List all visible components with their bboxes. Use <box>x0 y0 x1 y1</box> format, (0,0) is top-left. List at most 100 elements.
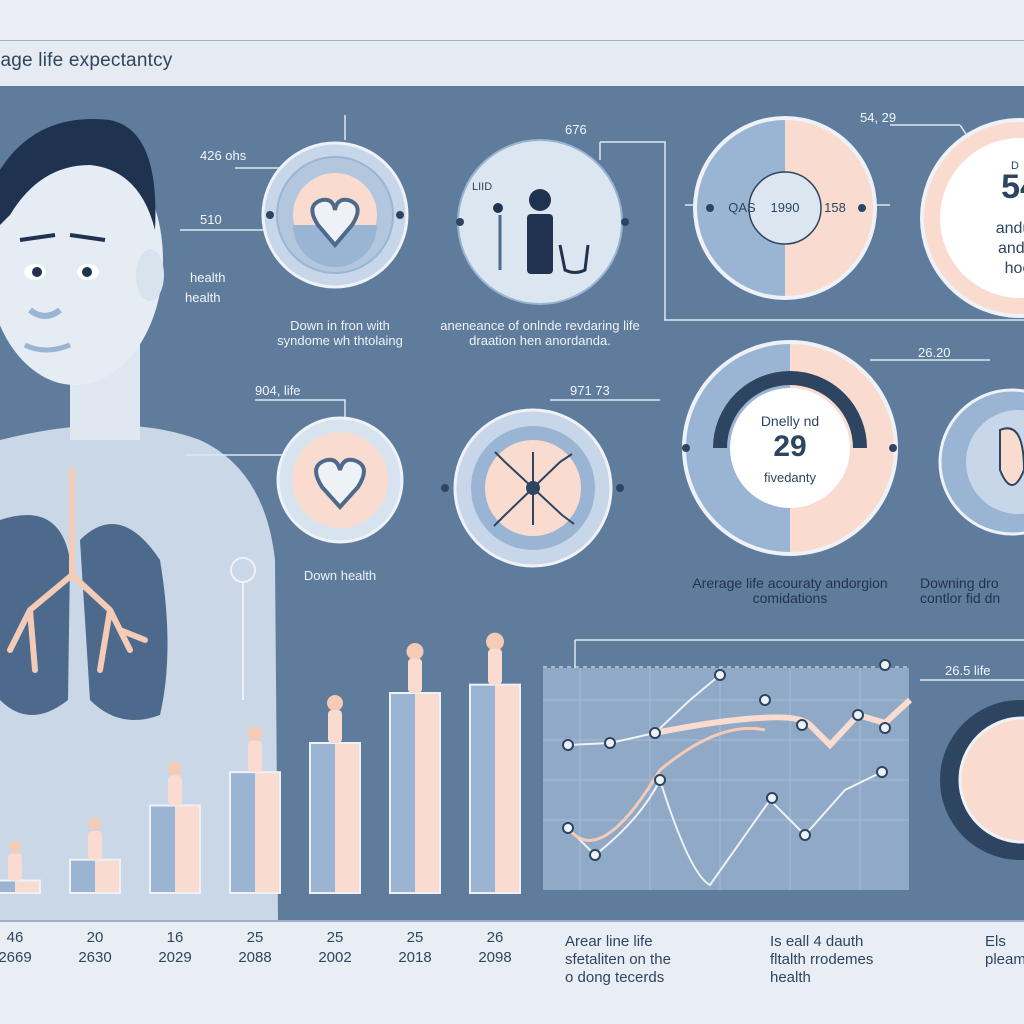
bar-x-label-year: 2018 <box>398 949 432 966</box>
person-hair <box>0 119 156 230</box>
bronchi <box>7 467 148 673</box>
bar-6-pink <box>495 684 520 893</box>
footer-caption-1-line1: Arear line life <box>565 933 653 950</box>
gauge-value: 26.20 <box>918 345 951 360</box>
figure-6-body <box>488 648 502 685</box>
figure-circle-value: 676 <box>565 122 587 137</box>
pie-center-year: 1990 <box>770 200 800 215</box>
bar-x-label-top: 25 <box>406 929 424 946</box>
figure-3-head <box>247 726 263 742</box>
person-face <box>0 135 163 385</box>
gauge-circle <box>682 340 898 556</box>
bar-x-label-year: 2029 <box>158 949 192 966</box>
neuron-circle-value: 971 73 <box>570 383 610 398</box>
footer-caption-2-line1: Is eall 4 dauth <box>770 933 864 950</box>
figure-1-head <box>88 817 102 831</box>
year-pie-circle <box>693 116 877 300</box>
lung-right <box>80 524 168 720</box>
figure-circle-caption: aneneance of onlnde revdaring life draat… <box>440 318 640 348</box>
bar-3-pink <box>255 772 280 893</box>
bar-x-label-top: 46 <box>6 929 24 946</box>
bar-5-blue <box>390 693 415 893</box>
bar-x-label-top: 25 <box>246 929 264 946</box>
bar-chart <box>0 632 521 895</box>
line-chart-points <box>562 659 891 861</box>
bar-6-blue <box>470 684 495 893</box>
footer-caption-3-line1: Els <box>985 933 1006 950</box>
figure-5-head <box>406 643 424 660</box>
figure-2-head <box>168 761 182 776</box>
heart-circle-side-value: 510 <box>200 212 222 227</box>
person-pupil-right <box>82 267 92 277</box>
lung-left <box>0 515 70 715</box>
heart-organ-circle <box>938 388 1024 536</box>
footer-caption-2-line3: health <box>770 969 811 986</box>
stat-circle-line3: hoe <box>1004 260 1024 277</box>
bar-x-label-year: 2669 <box>0 949 32 966</box>
figure-1-body <box>88 831 102 860</box>
gauge-caption: Arerage life acouraty andorgion comidati… <box>692 575 888 606</box>
bar-x-label-top: 16 <box>166 929 184 946</box>
figure-circle-tag: LIID <box>472 181 493 193</box>
life-figure-circle <box>456 139 629 305</box>
bar-x-label-year: 2002 <box>318 949 352 966</box>
heart-icon <box>314 457 366 510</box>
bar-2-blue <box>150 805 175 893</box>
bar-0-blue <box>0 880 15 893</box>
line-chart-grid <box>543 668 909 890</box>
stat-circle-value: 54, 29 <box>860 110 897 125</box>
figure-0-head <box>9 840 21 853</box>
figure-4-head <box>327 695 343 711</box>
footer-caption-1: Arear line life sfetaliten on the o dong… <box>565 933 671 987</box>
person-nose <box>28 307 62 319</box>
stat-circle <box>920 118 1024 318</box>
stat-circle-line1: andun <box>995 220 1024 237</box>
heart-circle-value: 426 ohs <box>200 148 247 163</box>
heart-small-value: 904, life <box>255 383 301 398</box>
gauge-sub: fivedanty <box>763 470 817 485</box>
footer-band <box>0 920 1024 1024</box>
footer-caption-3: Els pleam <box>985 933 1024 969</box>
footer-caption-1-line2: sfetaliten on the <box>565 951 671 968</box>
bar-x-label: 26 2098 <box>460 928 530 968</box>
bottom-right-circle <box>940 700 1024 860</box>
bar-3-blue <box>230 772 255 893</box>
figure-2-body <box>168 775 182 806</box>
bar-5-pink <box>415 693 440 893</box>
gauge-big-number: 29 <box>773 430 807 463</box>
bar-x-label-year: 2088 <box>238 949 272 966</box>
bar-x-label: 46 2669 <box>0 928 50 968</box>
stat-circle-tag: D <box>1011 160 1019 172</box>
bar-0-pink <box>15 880 40 893</box>
pie-left-label: QAS <box>728 200 756 215</box>
gauge-label: Dnelly nd <box>760 413 820 429</box>
line-chart-panel <box>543 659 913 890</box>
bar-x-label-top: 25 <box>326 929 344 946</box>
bar-x-label-year: 2098 <box>478 949 512 966</box>
heart-small-circle <box>276 416 404 544</box>
heart-organ-caption: Downing dro contlor fid dn <box>920 575 1001 606</box>
figure-3-body <box>248 740 262 773</box>
neuron-circle <box>441 408 624 568</box>
line-panel-value: 26.5 life <box>945 663 991 678</box>
connector-lines <box>180 115 1024 890</box>
person-eyebrows <box>19 233 106 242</box>
bar-x-label-top: 20 <box>86 929 104 946</box>
bar-x-label: 25 2002 <box>300 928 370 968</box>
footer-caption-2-line2: fltalth rrodemes <box>770 951 874 968</box>
line-series-pink <box>654 697 913 750</box>
bar-x-label: 25 2018 <box>380 928 450 968</box>
bar-x-label: 16 2029 <box>140 928 210 968</box>
bar-4-blue <box>310 743 335 893</box>
person-health-label: health <box>190 270 226 285</box>
person-mouth <box>23 342 71 353</box>
heart-organ-icon <box>999 427 1024 486</box>
heart-health-circle <box>261 141 409 289</box>
person-pupil-left <box>32 267 42 277</box>
person-illustration <box>0 119 278 920</box>
bar-x-label: 25 2088 <box>220 928 290 968</box>
title-band <box>0 40 1024 88</box>
footer-caption-2: Is eall 4 dauth fltalth rrodemes health <box>770 933 873 987</box>
pie-right-label: 158 <box>824 200 846 215</box>
